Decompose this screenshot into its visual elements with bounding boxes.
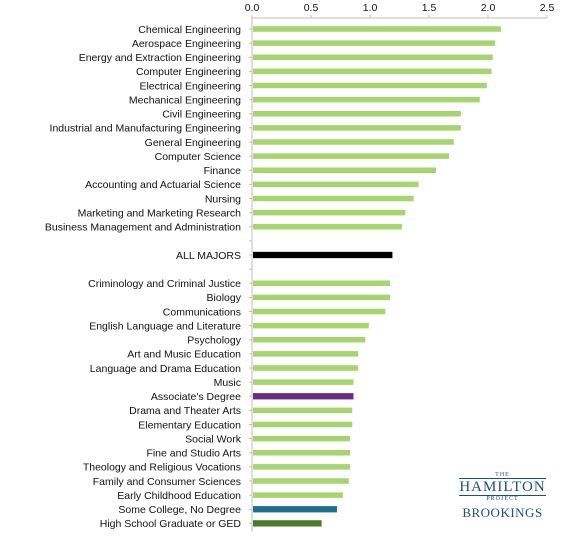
category-label: Aerospace Engineering <box>132 38 241 50</box>
bar <box>253 492 343 498</box>
bar <box>253 68 492 75</box>
category-label: Communications <box>163 306 241 318</box>
category-label: Biology <box>207 292 242 304</box>
category-label: Early Childhood Education <box>117 490 241 502</box>
category-label: Family and Consumer Sciences <box>93 476 241 488</box>
category-label: Chemical Engineering <box>138 24 241 36</box>
category-label: Psychology <box>187 335 241 347</box>
bar <box>253 167 437 173</box>
logo-the-text: THE <box>495 472 510 478</box>
logo-hamilton-text: HAMILTON <box>459 478 546 496</box>
category-label: Drama and Theater Arts <box>129 405 241 417</box>
bar <box>253 40 496 46</box>
category-label: Associate's Degree <box>151 391 241 403</box>
bar <box>253 421 353 428</box>
category-label: Art and Music Education <box>127 349 241 361</box>
bar <box>253 224 402 230</box>
category-label: Computer Engineering <box>136 66 241 78</box>
x-tick-label: 2.0 <box>481 2 496 14</box>
bar <box>253 139 454 145</box>
category-label: Social Work <box>185 433 242 445</box>
bar <box>253 435 350 442</box>
bar <box>253 520 322 527</box>
category-label: Accounting and Actuarial Science <box>85 179 241 191</box>
bar <box>253 450 350 456</box>
category-label: Theology and Religious Vocations <box>83 462 241 474</box>
bar <box>253 464 350 470</box>
category-label: Fine and Studio Arts <box>146 448 241 460</box>
bar <box>253 294 391 301</box>
category-label: Finance <box>204 165 242 177</box>
bar <box>253 379 354 385</box>
bar <box>253 407 353 414</box>
logo-brookings-text: BROOKINGS <box>462 505 543 520</box>
category-label: Nursing <box>205 193 241 205</box>
category-label: Electrical Engineering <box>139 80 241 92</box>
bar <box>253 393 354 400</box>
bar <box>253 506 337 513</box>
bar <box>253 54 493 60</box>
category-label: Some College, No Degree <box>118 504 241 516</box>
x-tick-label: 2.5 <box>540 2 555 14</box>
bar <box>253 322 369 329</box>
category-label: Computer Science <box>155 151 242 163</box>
bar <box>253 181 419 188</box>
hamilton-brookings-logo: THE HAMILTON PROJECT BROOKINGS <box>455 472 550 521</box>
category-label: ALL MAJORS <box>176 250 241 262</box>
category-label: English Language and Literature <box>89 320 241 332</box>
bar <box>253 195 414 202</box>
logo-project-text: PROJECT <box>486 496 519 502</box>
bar <box>253 365 359 371</box>
bar <box>253 153 450 159</box>
x-tick-label: 1.0 <box>363 2 378 14</box>
category-label: Language and Drama Education <box>90 363 241 375</box>
category-label: Energy and Extraction Engineering <box>79 52 241 64</box>
category-label: Marketing and Marketing Research <box>78 207 242 219</box>
category-label: High School Graduate or GED <box>100 518 242 530</box>
bar <box>253 209 406 216</box>
bar <box>253 337 366 343</box>
category-label: Business Management and Administration <box>45 222 241 234</box>
bar <box>253 351 359 357</box>
bar <box>253 26 501 32</box>
x-tick-label: 0.5 <box>304 2 319 14</box>
bar <box>253 280 391 286</box>
bar <box>253 125 461 131</box>
category-label: Industrial and Manufacturing Engineering <box>50 123 242 135</box>
bar <box>253 478 349 484</box>
x-tick-label: 0.0 <box>245 2 260 14</box>
category-label: Elementary Education <box>138 419 241 431</box>
category-label: Criminology and Criminal Justice <box>88 278 241 290</box>
bar <box>253 82 487 89</box>
category-label: General Engineering <box>145 137 241 149</box>
category-label: Civil Engineering <box>162 109 241 121</box>
x-tick-label: 1.5 <box>422 2 437 14</box>
category-label: Mechanical Engineering <box>129 94 241 106</box>
category-label: Music <box>214 377 241 389</box>
bar <box>253 96 480 103</box>
bar <box>253 251 393 259</box>
bar <box>253 111 461 117</box>
bar <box>253 308 386 315</box>
